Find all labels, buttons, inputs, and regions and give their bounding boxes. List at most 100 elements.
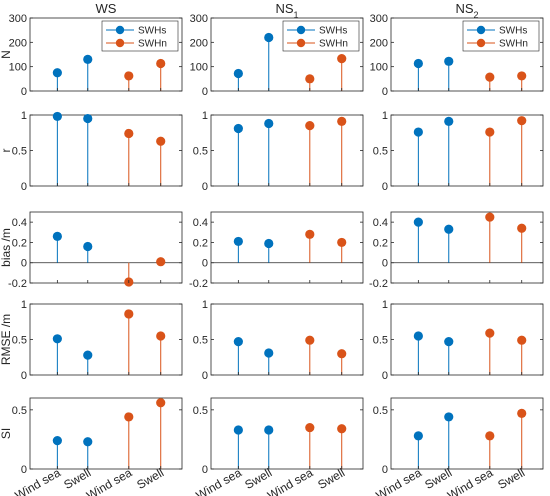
category-label: Wind sea bbox=[265, 465, 316, 496]
y-tick-label: 0.2 bbox=[193, 237, 208, 249]
stem-marker bbox=[485, 127, 495, 137]
stem-marker bbox=[156, 136, 166, 146]
stem-marker bbox=[233, 337, 243, 347]
stem-marker bbox=[83, 241, 93, 252]
stem-marker bbox=[337, 424, 347, 434]
stem-marker bbox=[305, 74, 315, 84]
y-tick-label: 0.5 bbox=[193, 405, 208, 417]
column-title: NS2 bbox=[455, 1, 478, 20]
stem-marker bbox=[264, 32, 274, 43]
row-ylabel: r bbox=[0, 149, 13, 153]
y-tick-label: 0 bbox=[202, 258, 208, 270]
y-tick-label: 0.2 bbox=[12, 237, 27, 249]
stem-marker bbox=[83, 437, 93, 447]
y-tick-label: 0.5 bbox=[373, 146, 388, 158]
stem-marker bbox=[517, 408, 527, 418]
stem-marker bbox=[413, 331, 423, 341]
stem-marker bbox=[413, 217, 423, 227]
y-tick-label: -0.2 bbox=[369, 278, 388, 290]
legend-box bbox=[101, 20, 179, 52]
stem-marker bbox=[305, 335, 315, 345]
stem-marker bbox=[52, 436, 62, 446]
y-tick-label: 200 bbox=[370, 37, 388, 49]
stem-marker bbox=[83, 113, 93, 124]
panel-frame bbox=[29, 397, 183, 470]
y-tick-label: 0 bbox=[21, 258, 27, 270]
panel-frame bbox=[210, 303, 364, 376]
legend: SWHs SWHn bbox=[282, 20, 360, 52]
legend: SWHs SWHn bbox=[462, 20, 540, 52]
stem-marker bbox=[124, 128, 134, 139]
y-tick-label: 1 bbox=[202, 299, 208, 311]
y-tick-label: 0 bbox=[21, 464, 27, 476]
stem-marker bbox=[517, 116, 527, 126]
panel: 00.51 bbox=[373, 110, 544, 193]
panel: 00.51 bbox=[373, 299, 544, 382]
panel: -0.2 0 0.2 0.4 bbox=[8, 211, 183, 290]
legend-entry-label: SWHn bbox=[319, 39, 348, 50]
legend-marker bbox=[296, 25, 306, 35]
legend: SWHs SWHn bbox=[101, 20, 179, 52]
stem-marker bbox=[444, 56, 454, 66]
legend-marker bbox=[115, 38, 125, 48]
stem-marker bbox=[52, 231, 62, 241]
panel-frame bbox=[210, 211, 364, 284]
legend-marker bbox=[476, 25, 486, 35]
stem-marker bbox=[156, 331, 166, 341]
column-title: NS1 bbox=[275, 1, 298, 20]
legend-marker bbox=[296, 38, 306, 48]
stem-marker bbox=[444, 224, 454, 234]
category-label: Wind sea bbox=[445, 465, 496, 496]
y-tick-label: 300 bbox=[370, 13, 388, 25]
stem-marker bbox=[413, 431, 423, 441]
stem-marker bbox=[52, 111, 62, 122]
category-label: Swell bbox=[495, 465, 527, 491]
category-label: Wind sea bbox=[84, 465, 135, 496]
panel: -0.2 0 0.2 0.4 bbox=[189, 211, 364, 290]
panel: 00.51 bbox=[193, 299, 364, 382]
panel-frame bbox=[390, 114, 544, 187]
y-tick-label: 1 bbox=[21, 110, 27, 122]
column-title-subscript: 2 bbox=[474, 10, 479, 20]
panel: 00.51 bbox=[193, 110, 364, 193]
stem-marker bbox=[233, 425, 243, 435]
stem-marker bbox=[444, 412, 454, 422]
y-tick-label: 0.5 bbox=[12, 146, 27, 158]
stem-marker bbox=[156, 58, 166, 69]
stem-marker bbox=[337, 54, 347, 64]
y-tick-label: 300 bbox=[9, 13, 27, 25]
y-tick-label: 0.5 bbox=[373, 335, 388, 347]
category-label: Swell bbox=[315, 465, 347, 491]
stem-marker bbox=[52, 334, 62, 344]
y-tick-label: 0.5 bbox=[193, 335, 208, 347]
stem-marker bbox=[233, 236, 243, 247]
legend-marker bbox=[115, 25, 125, 35]
panel-frame bbox=[29, 114, 183, 187]
y-tick-label: 0 bbox=[202, 181, 208, 193]
stem-marker bbox=[52, 68, 62, 78]
y-tick-label: 0 bbox=[382, 86, 388, 98]
stem-marker bbox=[413, 127, 423, 137]
y-tick-label: 1 bbox=[382, 110, 388, 122]
panel: -0.2 0 0.2 0.4 bbox=[369, 211, 544, 290]
stem-marker bbox=[337, 237, 347, 248]
stem-marker bbox=[264, 348, 274, 358]
panel-frame bbox=[210, 397, 364, 470]
stem-marker bbox=[233, 68, 243, 79]
panel: 0 100 200 300 SWHs SWHn bbox=[370, 13, 544, 98]
column-title: WS bbox=[96, 1, 117, 16]
stem-marker bbox=[156, 398, 166, 408]
stem-marker bbox=[305, 121, 315, 131]
y-tick-label: 0.5 bbox=[373, 405, 388, 417]
stem-marker bbox=[413, 58, 423, 69]
y-tick-label: 0 bbox=[382, 181, 388, 193]
y-tick-label: 0 bbox=[21, 181, 27, 193]
panel: 0 100 200 300 SWHs SWHn bbox=[9, 13, 183, 98]
stem-marker bbox=[517, 223, 527, 233]
y-tick-label: 100 bbox=[370, 62, 388, 74]
y-tick-label: 1 bbox=[21, 299, 27, 311]
y-tick-label: 100 bbox=[190, 62, 208, 74]
y-tick-label: 1 bbox=[382, 299, 388, 311]
